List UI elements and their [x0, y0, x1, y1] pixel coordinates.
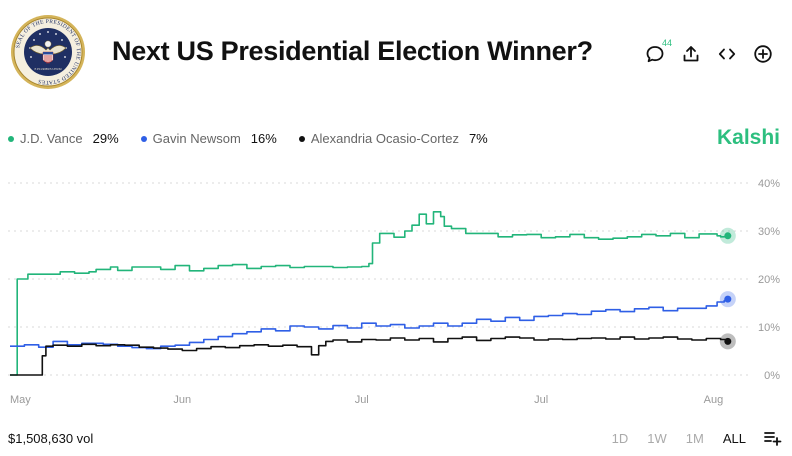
legend-item-newsom: Gavin Newsom 16% [140, 131, 277, 146]
x-tick-label: Aug [704, 394, 724, 406]
range-1m[interactable]: 1M [685, 431, 704, 446]
range-1d[interactable]: 1D [611, 431, 629, 446]
code-icon [718, 48, 736, 60]
presidential-seal-logo: SEAL OF THE PRESIDENT OF THE UNITED STAT… [11, 15, 85, 89]
y-tick-label: 30% [758, 226, 780, 238]
x-axis-labels: May Jun Jul Jul Aug [10, 394, 723, 406]
legend-value-aoc: 7% [468, 131, 488, 146]
y-tick-label: 20% [758, 274, 780, 286]
header-actions: 44 [644, 38, 774, 68]
comment-icon [646, 46, 664, 63]
legend-item-aoc: Alexandria Ocasio-Cortez 7% [298, 131, 488, 146]
volume-label: $1,508,630 vol [8, 431, 94, 446]
legend-label-vance: J.D. Vance [20, 131, 83, 146]
legend-dot-vance [8, 135, 14, 142]
page-title: Next US Presidential Election Winner? [112, 36, 593, 66]
playlist-add-icon[interactable] [764, 430, 782, 446]
range-all[interactable]: ALL [722, 431, 746, 446]
comments-count: 44 [661, 38, 672, 48]
x-tick-label: Jul [534, 394, 548, 406]
chart-legend: J.D. Vance 29% Gavin Newsom 16% Alexandr… [8, 131, 488, 146]
legend-label-aoc: Alexandria Ocasio-Cortez [310, 131, 459, 146]
legend-value-newsom: 16% [250, 131, 277, 146]
time-range-selector: 1D 1W 1M ALL [612, 431, 746, 446]
y-axis-labels: 0% 10% 20% 30% 40% [758, 178, 780, 382]
legend-dot-newsom [140, 135, 147, 142]
y-tick-label: 10% [758, 322, 780, 334]
chart-grid [8, 182, 752, 376]
end-marker-aoc [724, 337, 732, 345]
x-tick-label: May [10, 394, 31, 406]
series-line-aoc [10, 336, 729, 376]
series-line-newsom [10, 299, 729, 350]
seal-ribbon-text: E PLURIBUS UNUM [34, 67, 61, 71]
y-tick-label: 0% [764, 370, 780, 382]
add-button[interactable] [752, 40, 774, 68]
end-markers [719, 227, 736, 350]
x-tick-label: Jun [173, 394, 191, 406]
end-marker-vance [724, 232, 732, 240]
y-tick-label: 40% [758, 178, 780, 190]
x-tick-label: Jul [355, 394, 369, 406]
share-button[interactable] [680, 40, 702, 68]
series-lines [10, 211, 729, 376]
price-chart[interactable]: 0% 10% 20% 30% 40% May Jun Jul Jul Aug [0, 168, 792, 413]
legend-item-vance: J.D. Vance 29% [8, 131, 119, 146]
series-line-vance [10, 211, 729, 376]
share-icon [683, 46, 699, 62]
plus-circle-icon [754, 45, 772, 63]
end-marker-newsom [724, 295, 732, 303]
comments-button[interactable]: 44 [644, 38, 672, 68]
legend-value-vance: 29% [92, 131, 119, 146]
range-1w[interactable]: 1W [647, 431, 667, 446]
brand-logo[interactable]: Kalshi [716, 126, 780, 149]
embed-button[interactable] [716, 40, 738, 68]
legend-label-newsom: Gavin Newsom [152, 131, 241, 146]
legend-dot-aoc [298, 135, 305, 142]
